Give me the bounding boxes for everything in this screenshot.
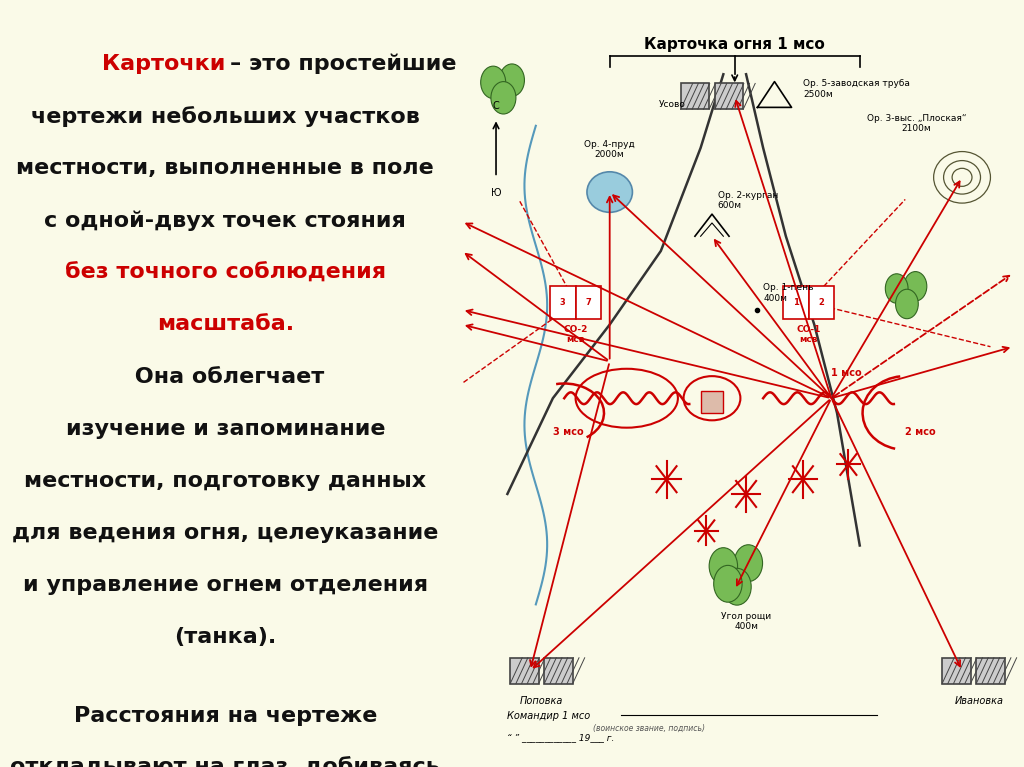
Text: масштаба.: масштаба. [157, 314, 294, 334]
Text: Ивановка: Ивановка [954, 696, 1004, 706]
Circle shape [734, 545, 763, 581]
Bar [809, 285, 835, 319]
Circle shape [480, 66, 506, 98]
Text: (танка).: (танка). [174, 627, 276, 647]
Bar [510, 658, 539, 683]
Circle shape [723, 568, 752, 605]
Bar [700, 391, 723, 413]
Circle shape [489, 73, 514, 105]
Text: изучение и запоминание: изучение и запоминание [66, 419, 385, 439]
Circle shape [896, 289, 919, 319]
Text: 1: 1 [793, 298, 799, 307]
Text: Ор. 4-пруд
2000м: Ор. 4-пруд 2000м [585, 140, 635, 159]
Circle shape [714, 565, 742, 602]
Circle shape [490, 81, 516, 114]
Text: Расстояния на чертеже: Расстояния на чертеже [74, 706, 377, 726]
Text: для ведения огня, целеуказание: для ведения огня, целеуказание [12, 523, 438, 543]
Text: – это простейшие: – это простейшие [229, 54, 457, 74]
Bar [942, 658, 971, 683]
Text: 3: 3 [560, 298, 565, 307]
Text: Ор. 3-выс. „Плоская“
2100м: Ор. 3-выс. „Плоская“ 2100м [867, 114, 967, 133]
Circle shape [894, 281, 916, 310]
Text: откладывают на глаз, добиваясь: откладывают на глаз, добиваясь [10, 758, 440, 767]
Text: Карточки: Карточки [102, 54, 225, 74]
Text: Она облегчает: Она облегчает [127, 367, 324, 387]
Bar [545, 658, 572, 683]
Text: местности, выполненные в поле: местности, выполненные в поле [16, 158, 434, 178]
Text: Ор. 1-пень
400м: Ор. 1-пень 400м [763, 283, 814, 302]
Text: 1 мсо: 1 мсо [831, 368, 862, 378]
Circle shape [721, 557, 749, 594]
Text: Ор. 2-курган
600м: Ор. 2-курган 600м [718, 191, 778, 210]
Text: Ор. 5-заводская труба
2500м: Ор. 5-заводская труба 2500м [803, 79, 909, 99]
Text: 2 мсо: 2 мсо [905, 427, 936, 437]
Text: без точного соблюдения: без точного соблюдения [65, 262, 386, 282]
Text: и управление огнем отделения: и управление огнем отделения [23, 575, 428, 595]
Text: местности, подготовку данных: местности, подготовку данных [25, 471, 426, 491]
Text: с одной-двух точек стояния: с одной-двух точек стояния [44, 210, 407, 231]
Text: Ю: Ю [490, 189, 502, 199]
Text: (воинское звание, подпись): (воинское звание, подпись) [594, 724, 706, 732]
Text: СО-2
мсв: СО-2 мсв [563, 324, 588, 344]
Text: 3 мсо: 3 мсо [553, 427, 584, 437]
Text: Поповка: Поповка [520, 696, 563, 706]
Text: “ ” ____________ 19___ г.: “ ” ____________ 19___ г. [508, 733, 614, 742]
Bar [550, 285, 575, 319]
Text: Угол рощи
400м: Угол рощи 400м [721, 612, 771, 631]
Text: Командир 1 мсо: Командир 1 мсо [508, 711, 591, 721]
Bar [715, 84, 743, 109]
Text: СО-1
мсв: СО-1 мсв [797, 324, 821, 344]
Text: 2: 2 [818, 298, 824, 307]
Text: С: С [493, 101, 500, 111]
Circle shape [886, 274, 908, 303]
Bar [575, 285, 601, 319]
Bar [681, 84, 710, 109]
Text: Усово: Усово [658, 100, 686, 109]
Ellipse shape [587, 172, 633, 212]
Bar [783, 285, 809, 319]
Circle shape [500, 64, 524, 97]
Circle shape [710, 548, 737, 584]
Circle shape [904, 272, 927, 301]
Bar [976, 658, 1005, 683]
Text: Карточка огня 1 мсо: Карточка огня 1 мсо [644, 38, 825, 52]
Text: чертежи небольших участков: чертежи небольших участков [31, 106, 420, 127]
Text: 7: 7 [586, 298, 591, 307]
